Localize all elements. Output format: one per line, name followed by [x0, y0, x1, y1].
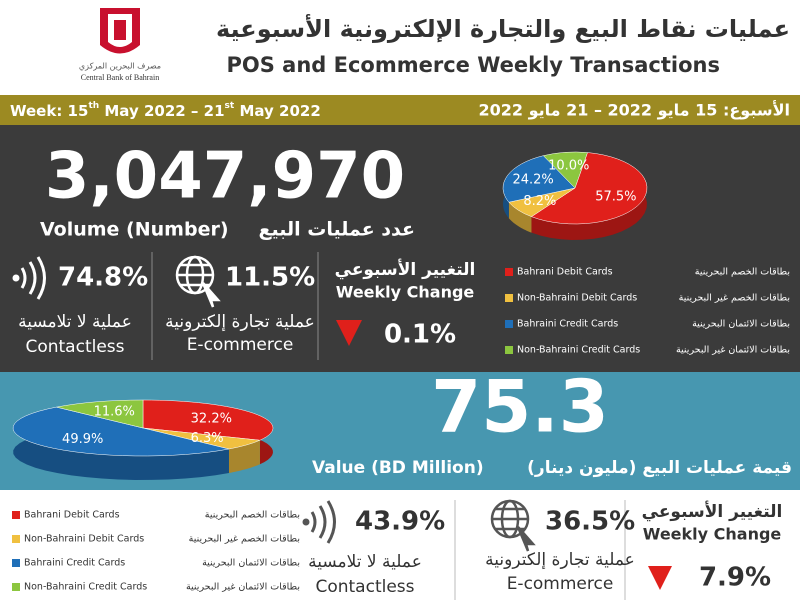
contactless-value: 74.8% — [58, 263, 148, 293]
legend-swatch — [12, 559, 20, 567]
contactless-ar: عملية لا تلامسية — [18, 312, 132, 332]
ecommerce-en: E-commerce — [507, 574, 614, 594]
contactless-icon — [12, 256, 46, 300]
slice-label: 6.3% — [191, 431, 224, 446]
ecommerce-en: E-commerce — [187, 335, 294, 355]
value-label-en: Value (BD Million) — [312, 458, 484, 478]
legend-label-ar: بطاقات الخصم البحرينية — [695, 267, 790, 278]
legend-swatch — [12, 535, 20, 543]
legend-swatch — [12, 583, 20, 591]
weekly-change-en: Weekly Change — [643, 525, 782, 544]
week-part: May 2022 – 21 — [99, 102, 224, 120]
ecommerce-ar: عملية تجارة إلكترونية — [485, 550, 635, 570]
pie-slice — [502, 155, 576, 203]
legend-label: Bahrani Debit Cards — [24, 510, 120, 521]
legend-label: Bahrani Debit Cards — [517, 267, 613, 278]
logo — [100, 8, 140, 54]
legend-swatch — [505, 294, 513, 302]
slice-label: 8.2% — [523, 194, 556, 209]
slice-label: 11.6% — [94, 404, 135, 419]
volume-bg — [0, 125, 800, 372]
legend-label-ar: بطاقات الخصم البحرينية — [205, 510, 300, 521]
slice-label: 24.2% — [512, 173, 553, 188]
legend-label-ar: بطاقات الائتمان البحرينية — [202, 558, 300, 569]
logo-ar: مصرف البحرين المركزي — [79, 62, 161, 71]
title-ar: عمليات نقاط البيع والتجارة الإلكترونية ا… — [216, 14, 790, 43]
ecommerce-icon — [175, 255, 221, 308]
week-ar: الأسبوع: 15 مايو 2022 – 21 مايو 2022 — [478, 101, 790, 120]
week-part: th — [88, 101, 99, 111]
pie-slice — [542, 151, 588, 189]
pie-side — [228, 440, 260, 474]
bottom-bg — [0, 490, 800, 609]
legend-swatch — [505, 268, 513, 276]
weekly-change-ar: التغيير الأسبوعي — [335, 259, 476, 280]
weekly-change-en: Weekly Change — [336, 283, 475, 302]
weekly-change-value: 7.9% — [699, 563, 771, 593]
legend-label: Bahraini Credit Cards — [517, 319, 618, 330]
week-en: Week: 15th May 2022 – 21st May 2022 — [10, 101, 321, 120]
week-part: May 2022 — [234, 102, 321, 120]
legend-label-ar: بطاقات الخصم غير البحرينية — [189, 534, 300, 545]
pie-side — [508, 202, 532, 233]
contactless-value: 43.9% — [355, 507, 445, 537]
pie-slice — [56, 399, 144, 429]
pie-slice — [142, 399, 274, 441]
value-label-ar: قيمة عمليات البيع (مليون دينار) — [527, 458, 792, 478]
week-part: Week: 15 — [10, 102, 88, 120]
weekly-change-ar: التغيير الأسبوعي — [642, 501, 783, 522]
legend-label-ar: بطاقات الائتمان غير البحرينية — [186, 582, 300, 593]
pie-side — [13, 407, 229, 480]
legend-swatch — [505, 346, 513, 354]
ecommerce-icon — [490, 499, 536, 552]
legend-label-ar: بطاقات الائتمان البحرينية — [692, 319, 790, 330]
volume-label-ar: عدد عمليات البيع — [258, 219, 415, 241]
contactless-en: Contactless — [25, 337, 124, 357]
ecommerce-value: 11.5% — [225, 263, 315, 293]
legend-swatch — [505, 320, 513, 328]
down-arrow — [648, 566, 672, 590]
down-arrow — [336, 320, 362, 346]
volume-total: 3,047,970 — [45, 140, 405, 214]
legend-label: Non-Bahraini Debit Cards — [24, 534, 144, 545]
ecommerce-value: 36.5% — [545, 507, 635, 537]
legend-label: Bahraini Credit Cards — [24, 558, 125, 569]
week-band — [0, 95, 800, 125]
contactless-en: Contactless — [315, 577, 414, 597]
week-part: st — [225, 101, 235, 111]
pie-slice — [12, 406, 230, 457]
legend-label-ar: بطاقات الخصم غير البحرينية — [679, 293, 790, 304]
slice-label: 49.9% — [62, 432, 103, 447]
weekly-change-value: 0.1% — [384, 320, 456, 350]
legend-label: Non-Bahraini Credit Cards — [24, 582, 147, 593]
contactless-ar: عملية لا تلامسية — [308, 552, 422, 572]
contactless-icon — [302, 500, 336, 544]
slice-label: 10.0% — [548, 158, 589, 173]
pie-slice — [530, 152, 648, 225]
legend-label: Non-Bahraini Debit Cards — [517, 293, 637, 304]
value-total: 75.3 — [431, 365, 609, 449]
title-en: POS and Ecommerce Weekly Transactions — [226, 53, 720, 77]
volume-label-en: Volume (Number) — [40, 219, 229, 241]
slice-label: 32.2% — [191, 411, 232, 426]
legend-swatch — [12, 511, 20, 519]
ecommerce-ar: عملية تجارة إلكترونية — [165, 312, 315, 332]
legend-label-ar: بطاقات الائتمان غير البحرينية — [676, 345, 790, 356]
slice-label: 57.5% — [595, 189, 636, 204]
legend-label: Non-Bahraini Credit Cards — [517, 345, 640, 356]
logo-en: Central Bank of Bahrain — [81, 73, 159, 82]
